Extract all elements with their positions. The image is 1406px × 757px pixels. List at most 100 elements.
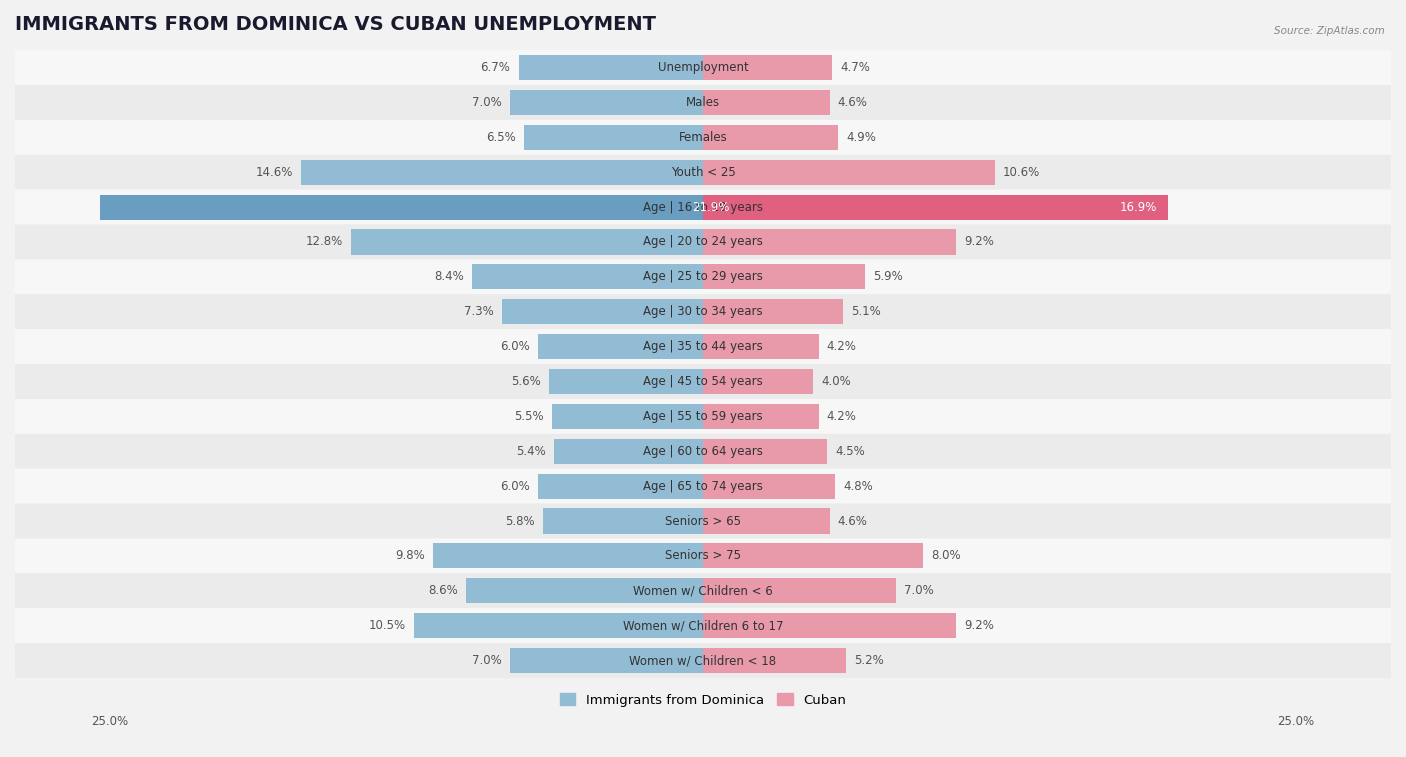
Text: Youth < 25: Youth < 25 xyxy=(671,166,735,179)
Bar xyxy=(510,90,703,115)
Text: Women w/ Children 6 to 17: Women w/ Children 6 to 17 xyxy=(623,619,783,632)
Text: 8.0%: 8.0% xyxy=(931,550,962,562)
Bar xyxy=(433,544,703,569)
Text: 5.8%: 5.8% xyxy=(506,515,536,528)
Text: Age | 25 to 29 years: Age | 25 to 29 years xyxy=(643,270,763,283)
Text: 5.6%: 5.6% xyxy=(510,375,541,388)
FancyBboxPatch shape xyxy=(14,154,1392,190)
Text: Age | 16 to 19 years: Age | 16 to 19 years xyxy=(643,201,763,213)
Text: 4.0%: 4.0% xyxy=(821,375,851,388)
Bar xyxy=(519,55,703,80)
FancyBboxPatch shape xyxy=(14,469,1392,503)
Bar xyxy=(703,229,956,254)
Text: Age | 20 to 24 years: Age | 20 to 24 years xyxy=(643,235,763,248)
Text: 7.0%: 7.0% xyxy=(472,96,502,109)
Text: 21.9%: 21.9% xyxy=(692,201,730,213)
Text: Seniors > 65: Seniors > 65 xyxy=(665,515,741,528)
Bar xyxy=(538,334,703,359)
Text: 7.3%: 7.3% xyxy=(464,305,494,318)
FancyBboxPatch shape xyxy=(14,573,1392,608)
Text: 5.1%: 5.1% xyxy=(852,305,882,318)
Text: 5.4%: 5.4% xyxy=(516,445,546,458)
Text: 6.0%: 6.0% xyxy=(501,340,530,353)
Text: 10.6%: 10.6% xyxy=(1002,166,1040,179)
Text: Age | 35 to 44 years: Age | 35 to 44 years xyxy=(643,340,763,353)
Legend: Immigrants from Dominica, Cuban: Immigrants from Dominica, Cuban xyxy=(560,693,846,707)
Text: 16.9%: 16.9% xyxy=(1119,201,1157,213)
Text: Seniors > 75: Seniors > 75 xyxy=(665,550,741,562)
Text: 4.5%: 4.5% xyxy=(835,445,865,458)
Bar xyxy=(703,403,818,429)
Bar xyxy=(703,474,835,499)
Text: 5.9%: 5.9% xyxy=(873,270,904,283)
Bar xyxy=(100,195,703,220)
FancyBboxPatch shape xyxy=(14,399,1392,434)
Bar xyxy=(703,439,827,464)
Text: 6.7%: 6.7% xyxy=(481,61,510,74)
Text: Age | 60 to 64 years: Age | 60 to 64 years xyxy=(643,445,763,458)
Text: 6.5%: 6.5% xyxy=(486,131,516,144)
Bar xyxy=(548,369,703,394)
Bar xyxy=(554,439,703,464)
Bar xyxy=(703,578,896,603)
Bar xyxy=(538,474,703,499)
Text: Source: ZipAtlas.com: Source: ZipAtlas.com xyxy=(1274,26,1385,36)
Text: Females: Females xyxy=(679,131,727,144)
Text: 4.9%: 4.9% xyxy=(846,131,876,144)
Bar xyxy=(350,229,703,254)
Text: 9.2%: 9.2% xyxy=(965,235,994,248)
Bar xyxy=(543,509,703,534)
Text: 4.2%: 4.2% xyxy=(827,410,856,423)
Bar xyxy=(524,125,703,150)
Text: 5.5%: 5.5% xyxy=(513,410,543,423)
Text: Males: Males xyxy=(686,96,720,109)
Text: 7.0%: 7.0% xyxy=(472,654,502,667)
FancyBboxPatch shape xyxy=(14,120,1392,154)
FancyBboxPatch shape xyxy=(14,434,1392,469)
Text: 8.6%: 8.6% xyxy=(429,584,458,597)
Bar xyxy=(703,55,832,80)
FancyBboxPatch shape xyxy=(14,294,1392,329)
FancyBboxPatch shape xyxy=(14,50,1392,85)
Bar xyxy=(703,334,818,359)
Bar xyxy=(703,125,838,150)
Text: 4.2%: 4.2% xyxy=(827,340,856,353)
Bar xyxy=(703,264,865,289)
Text: 14.6%: 14.6% xyxy=(256,166,292,179)
Text: Age | 65 to 74 years: Age | 65 to 74 years xyxy=(643,480,763,493)
Bar xyxy=(703,195,1168,220)
Bar xyxy=(703,299,844,324)
Bar xyxy=(413,613,703,638)
FancyBboxPatch shape xyxy=(14,503,1392,538)
Text: 5.2%: 5.2% xyxy=(855,654,884,667)
Text: 25.0%: 25.0% xyxy=(1278,715,1315,728)
Text: Age | 30 to 34 years: Age | 30 to 34 years xyxy=(643,305,763,318)
FancyBboxPatch shape xyxy=(14,364,1392,399)
FancyBboxPatch shape xyxy=(14,329,1392,364)
Bar xyxy=(703,160,994,185)
Text: 4.6%: 4.6% xyxy=(838,515,868,528)
Text: 4.6%: 4.6% xyxy=(838,96,868,109)
Text: 9.8%: 9.8% xyxy=(395,550,425,562)
Text: Women w/ Children < 18: Women w/ Children < 18 xyxy=(630,654,776,667)
Bar xyxy=(703,369,813,394)
FancyBboxPatch shape xyxy=(14,608,1392,643)
Bar xyxy=(703,509,830,534)
Text: 4.8%: 4.8% xyxy=(844,480,873,493)
Text: IMMIGRANTS FROM DOMINICA VS CUBAN UNEMPLOYMENT: IMMIGRANTS FROM DOMINICA VS CUBAN UNEMPL… xyxy=(15,15,657,34)
FancyBboxPatch shape xyxy=(14,190,1392,225)
FancyBboxPatch shape xyxy=(14,260,1392,294)
FancyBboxPatch shape xyxy=(14,85,1392,120)
FancyBboxPatch shape xyxy=(14,643,1392,678)
Text: 7.0%: 7.0% xyxy=(904,584,934,597)
Text: Age | 55 to 59 years: Age | 55 to 59 years xyxy=(643,410,763,423)
Bar xyxy=(703,648,846,673)
Bar xyxy=(502,299,703,324)
FancyBboxPatch shape xyxy=(14,538,1392,573)
Text: 4.7%: 4.7% xyxy=(841,61,870,74)
FancyBboxPatch shape xyxy=(14,225,1392,260)
Text: 8.4%: 8.4% xyxy=(434,270,464,283)
Bar xyxy=(703,90,830,115)
Bar xyxy=(551,403,703,429)
Bar xyxy=(703,613,956,638)
